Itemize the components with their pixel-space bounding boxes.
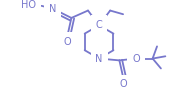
Text: O: O — [119, 79, 127, 89]
Text: O: O — [132, 54, 140, 64]
Text: O: O — [64, 37, 71, 47]
Text: N: N — [49, 4, 57, 14]
Text: HO: HO — [21, 0, 36, 10]
Text: C: C — [96, 20, 102, 30]
Text: N: N — [95, 54, 103, 64]
